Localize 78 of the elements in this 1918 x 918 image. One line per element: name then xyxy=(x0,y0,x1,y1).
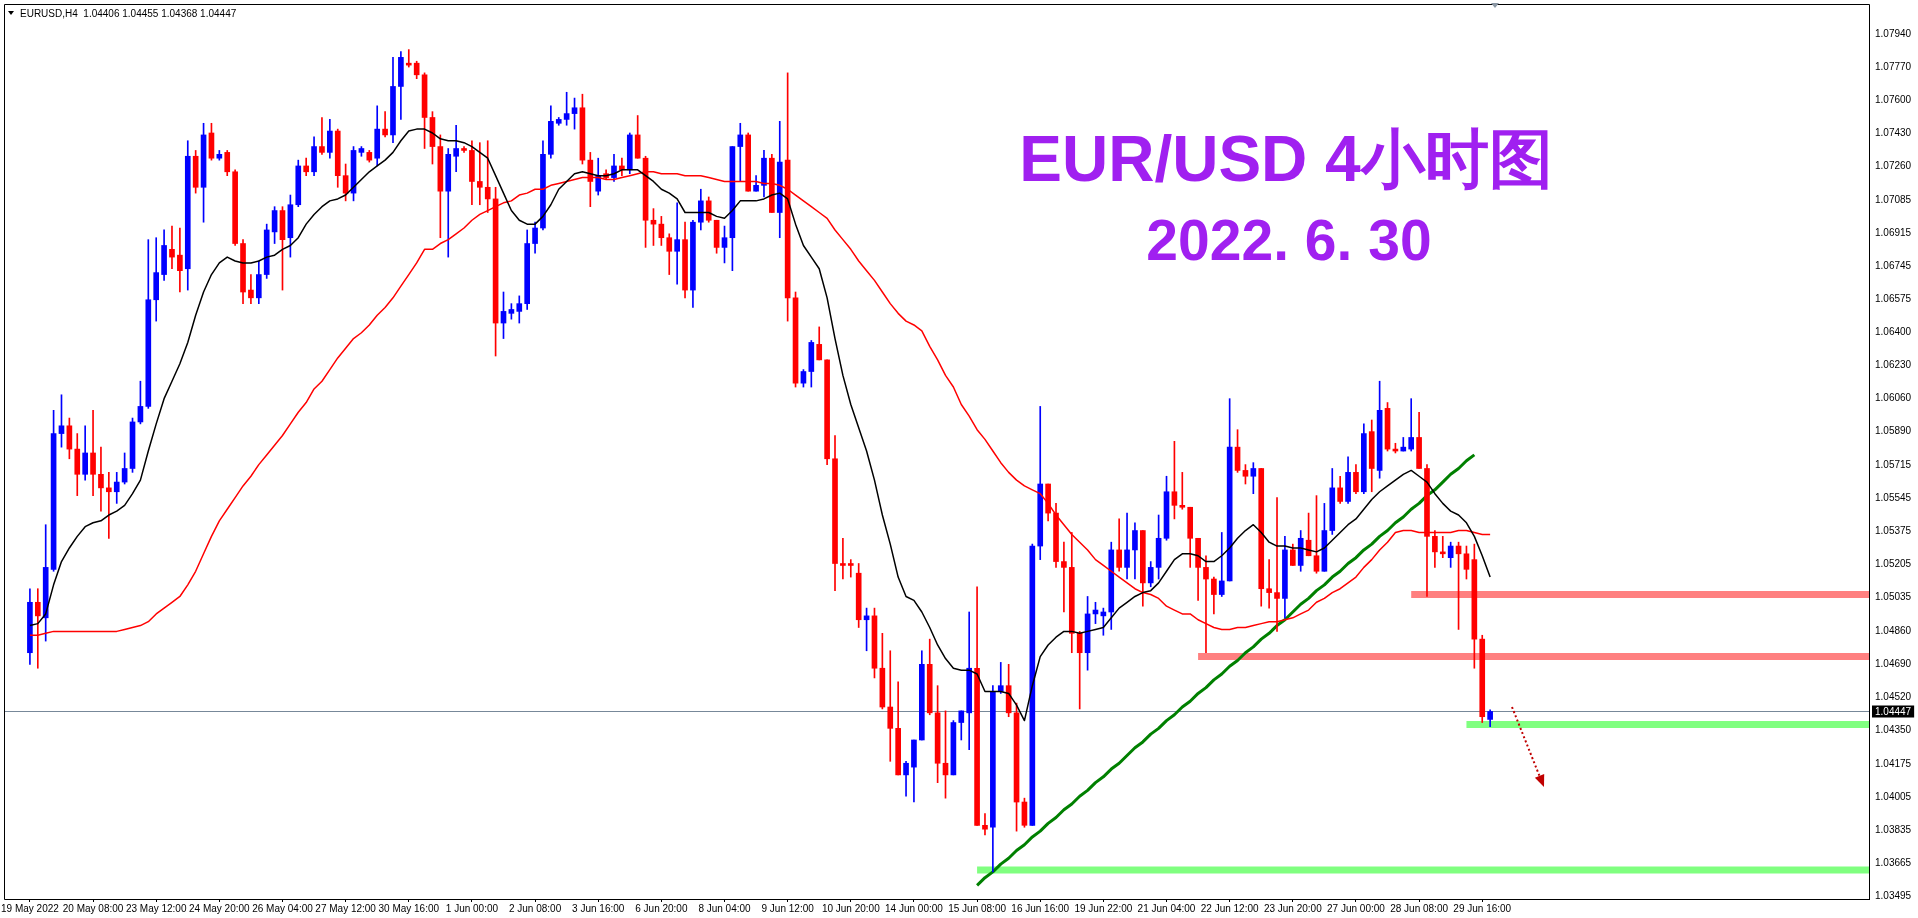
candlestick xyxy=(997,662,1004,694)
y-tick-label: 1.06745 xyxy=(1875,259,1912,271)
x-tick-label: 28 Jun 08:00 xyxy=(1390,902,1449,914)
x-tick-label: 3 Jun 16:00 xyxy=(572,902,625,914)
x-tick-label: 19 May 2022 xyxy=(0,902,60,914)
x-tick-label: 24 May 20:00 xyxy=(189,902,251,914)
candlestick xyxy=(737,122,744,182)
candlestick xyxy=(382,111,388,138)
x-tick-label: 15 Jun 08:00 xyxy=(948,902,1007,914)
y-tick-label: 1.03495 xyxy=(1875,889,1912,901)
candlestick xyxy=(1061,541,1067,613)
y-tick-label: 1.04860 xyxy=(1875,625,1912,637)
ref-line-label: 1.04447 xyxy=(1875,705,1912,717)
candlestick xyxy=(1408,398,1415,452)
x-tick-label: 27 May 12:00 xyxy=(315,902,377,914)
x-tick-label: 26 May 04:00 xyxy=(252,902,314,914)
candlestick xyxy=(1266,559,1272,609)
x-tick-label: 16 Jun 16:00 xyxy=(1011,902,1070,914)
y-tick-label: 1.07260 xyxy=(1875,159,1912,171)
candlestick xyxy=(982,813,988,836)
x-tick-label: 20 May 08:00 xyxy=(62,902,124,914)
x-tick-label: 21 Jun 04:00 xyxy=(1137,902,1196,914)
y-tick-label: 1.04520 xyxy=(1875,691,1912,703)
y-tick-label: 1.07430 xyxy=(1875,126,1912,138)
candlestick xyxy=(177,227,183,293)
candlestick xyxy=(106,472,112,539)
candlestick xyxy=(476,142,483,206)
candlestick xyxy=(248,274,254,304)
x-tick-label: 27 Jun 00:00 xyxy=(1327,902,1386,914)
y-tick-label: 1.05890 xyxy=(1875,425,1912,437)
candlestick xyxy=(90,409,96,496)
text: 2022. 6. 30 xyxy=(1146,207,1432,272)
candlestick xyxy=(1179,472,1186,510)
y-tick-label: 1.06575 xyxy=(1875,292,1912,304)
candlestick xyxy=(98,446,104,512)
y-tick-label: 1.07600 xyxy=(1875,93,1912,105)
candlestick xyxy=(840,537,846,580)
x-tick-label: 14 Jun 00:00 xyxy=(885,902,944,914)
y-tick-label: 1.04005 xyxy=(1875,790,1912,802)
x-tick-label: 23 May 12:00 xyxy=(125,902,187,914)
x-tick-label: 23 Jun 20:00 xyxy=(1263,902,1323,914)
y-tick-label: 1.06230 xyxy=(1875,359,1912,371)
candlestick xyxy=(1274,497,1280,632)
x-tick-label: 8 Jun 04:00 xyxy=(698,902,752,914)
y-tick-label: 1.05375 xyxy=(1875,525,1912,537)
y-tick-label: 1.05545 xyxy=(1875,492,1912,504)
text: EUR/USD 4小时图 xyxy=(1019,123,1553,195)
candlestick xyxy=(887,650,894,762)
x-tick-label: 22 Jun 12:00 xyxy=(1200,902,1260,914)
y-tick-label: 1.06060 xyxy=(1875,392,1912,404)
x-tick-label: 30 May 16:00 xyxy=(378,902,440,914)
y-tick-label: 1.04350 xyxy=(1875,724,1912,736)
y-tick-label: 1.06915 xyxy=(1875,226,1912,238)
y-tick-label: 1.04690 xyxy=(1875,658,1912,670)
x-tick-label: 29 Jun 16:00 xyxy=(1453,902,1512,914)
y-tick-label: 1.07085 xyxy=(1875,193,1912,205)
x-tick-label: 10 Jun 20:00 xyxy=(821,902,881,914)
x-tick-label: 2 Jun 08:00 xyxy=(508,902,562,914)
candlestick xyxy=(453,124,459,173)
candlestick xyxy=(1218,532,1225,597)
annotation: EURUSD,H4 1.04406 1.04455 1.04368 1.04447 xyxy=(20,8,237,20)
candlestick xyxy=(674,202,680,285)
y-tick-label: 1.03665 xyxy=(1875,856,1912,868)
y-tick-label: 1.05035 xyxy=(1875,591,1912,603)
y-tick-label: 1.07770 xyxy=(1875,60,1912,72)
x-tick-label: 19 Jun 22:00 xyxy=(1074,902,1133,914)
y-tick-label: 1.05715 xyxy=(1875,459,1912,471)
candlestick xyxy=(319,117,325,155)
candlestick xyxy=(169,225,175,270)
candlestick xyxy=(847,559,854,578)
y-tick-label: 1.04175 xyxy=(1875,757,1912,769)
y-tick-label: 1.03835 xyxy=(1875,823,1912,835)
y-tick-label: 1.07940 xyxy=(1875,27,1912,39)
y-tick-label: 1.05205 xyxy=(1875,558,1912,570)
x-tick-label: 1 Jun 00:00 xyxy=(445,902,499,914)
x-tick-label: 6 Jun 20:00 xyxy=(635,902,688,914)
y-tick-label: 1.06400 xyxy=(1875,326,1912,338)
x-tick-label: 9 Jun 12:00 xyxy=(761,902,815,914)
